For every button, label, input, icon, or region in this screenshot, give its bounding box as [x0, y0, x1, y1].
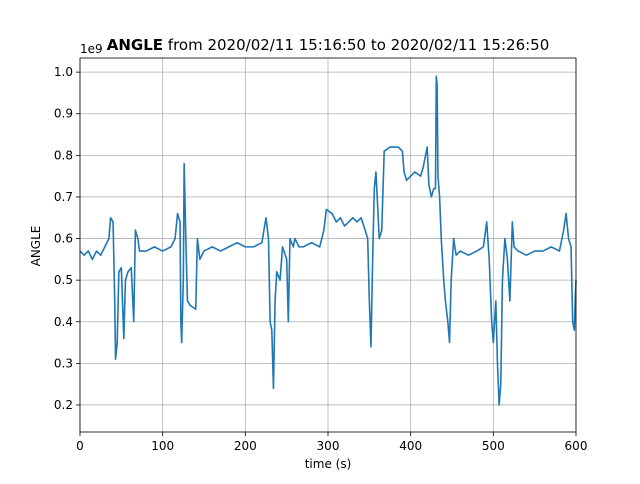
title-range: from 2020/02/11 15:16:50 to 2020/02/11 1…: [168, 36, 549, 54]
data-line: [79, 75, 577, 406]
y-axis-label: ANGLE: [29, 226, 43, 267]
y-tick-label: 0.7: [54, 190, 73, 204]
y-tick-label: 0.2: [54, 398, 73, 412]
x-tick-label: 500: [482, 439, 505, 453]
y-tick-label: 0.4: [54, 315, 73, 329]
x-axis-label: time (s): [305, 457, 352, 471]
y-tick-label: 0.3: [54, 356, 73, 370]
x-tick-label: 0: [76, 439, 84, 453]
x-tick-label: 400: [399, 439, 422, 453]
x-tick-label: 100: [151, 439, 174, 453]
y-tick-label: 1.0: [54, 65, 73, 79]
y-tick-label: 0.8: [54, 148, 73, 162]
y-tick-label: 0.6: [54, 232, 73, 246]
x-tick-label: 300: [317, 439, 340, 453]
y-offset-label: 1e9: [80, 42, 103, 56]
y-tick-label: 0.9: [54, 107, 73, 121]
title-variable: ANGLE: [107, 36, 163, 54]
chart-title: ANGLE from 2020/02/11 15:16:50 to 2020/0…: [107, 36, 550, 54]
x-tick-label: 200: [234, 439, 257, 453]
plot-frame: [79, 57, 577, 433]
y-tick-label: 0.5: [54, 273, 73, 287]
x-tick-label: 600: [565, 439, 588, 453]
